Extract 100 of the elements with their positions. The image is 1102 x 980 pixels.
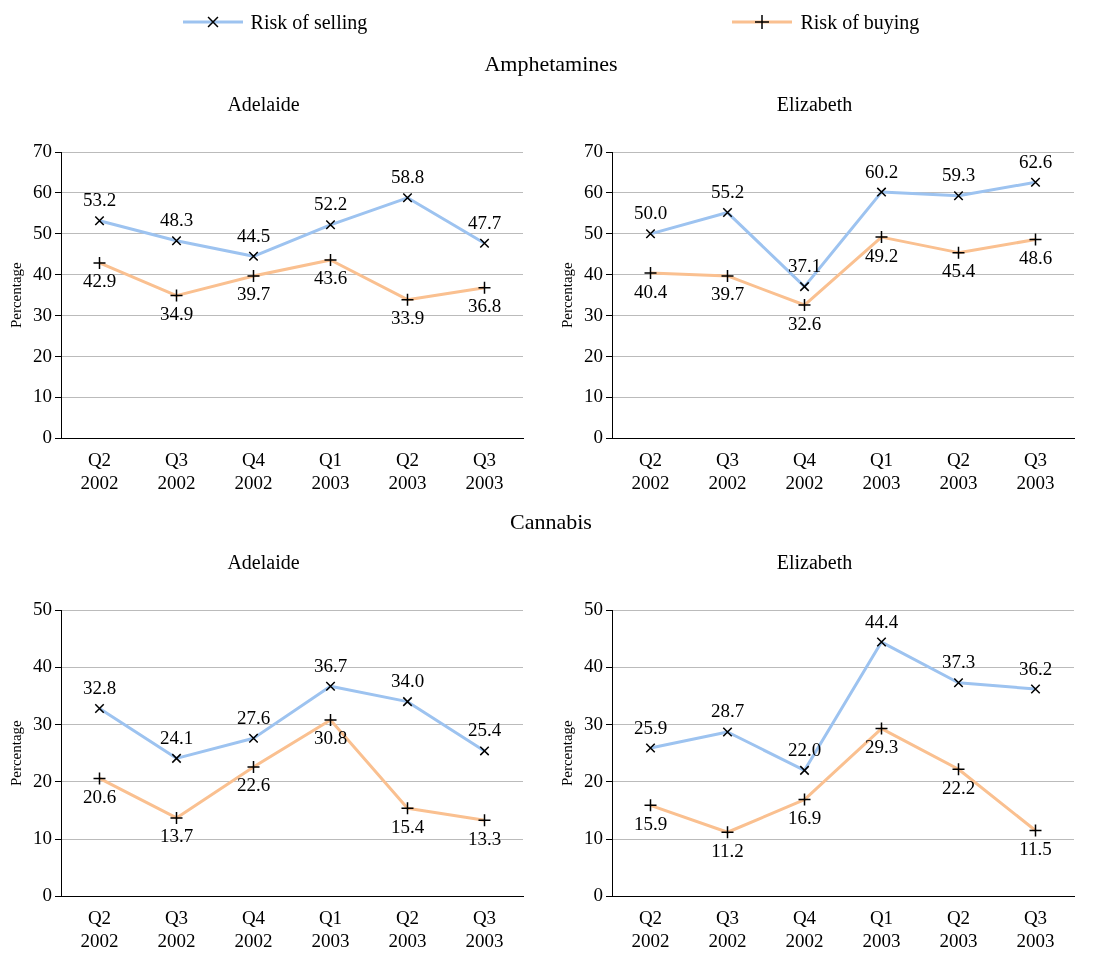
y-tick-label: 20 [584, 769, 603, 791]
data-label: 58.8 [390, 166, 425, 188]
chart-subtitle: Cannabis [509, 508, 593, 536]
x-tick-label: Q3 2002 [157, 906, 196, 951]
y-tick-label: 50 [584, 597, 603, 619]
data-label: 22.0 [787, 738, 822, 760]
y-tick-label: 20 [33, 344, 52, 366]
y-tick-label: 40 [33, 655, 52, 677]
y-tick-label: 50 [33, 597, 52, 619]
data-label: 37.1 [787, 255, 822, 277]
data-label: 55.2 [710, 181, 745, 203]
x-tick-label: Q3 2002 [157, 448, 196, 493]
x-tick-label: Q2 2003 [388, 906, 427, 951]
y-axis-title: Percentage [7, 719, 24, 787]
y-tick-label: 60 [33, 180, 52, 202]
data-label: 52.2 [313, 193, 348, 215]
y-tick-label: 10 [584, 385, 603, 407]
data-label: 16.9 [787, 807, 822, 829]
y-tick-label: 20 [33, 769, 52, 791]
x-tick-label: Q2 2002 [631, 448, 670, 493]
data-label: 62.6 [1018, 150, 1053, 172]
x-tick-label: Q3 2003 [465, 448, 504, 493]
y-tick-label: 30 [584, 303, 603, 325]
data-label: 28.7 [710, 700, 745, 722]
data-label: 48.3 [159, 209, 194, 231]
x-tick-label: Q4 2002 [785, 906, 824, 951]
y-tick-label: 10 [584, 827, 603, 849]
data-label: 24.1 [159, 726, 194, 748]
data-label: 36.8 [467, 295, 502, 317]
data-label: 40.4 [633, 280, 668, 302]
x-tick-label: Q2 2003 [939, 448, 978, 493]
data-label: 34.9 [159, 303, 194, 325]
data-label: 32.6 [787, 312, 822, 334]
data-label: 32.8 [82, 677, 117, 699]
x-tick-label: Q3 2002 [708, 448, 747, 493]
data-label: 48.6 [1018, 247, 1053, 269]
y-tick-label: 50 [33, 221, 52, 243]
data-label: 47.7 [467, 211, 502, 233]
data-label: 33.9 [390, 307, 425, 329]
data-label: 22.2 [941, 776, 976, 798]
data-label: 59.3 [941, 164, 976, 186]
x-tick-label: Q2 2003 [939, 906, 978, 951]
data-label: 30.8 [313, 727, 348, 749]
y-tick-label: 20 [584, 344, 603, 366]
data-label: 25.9 [633, 716, 668, 738]
data-label: 29.3 [864, 736, 899, 758]
x-tick-label: Q1 2003 [311, 448, 350, 493]
data-label: 53.2 [82, 189, 117, 211]
data-label: 45.4 [941, 260, 976, 282]
data-label: 50.0 [633, 202, 668, 224]
y-tick-label: 0 [42, 884, 52, 906]
y-tick-label: 10 [33, 827, 52, 849]
data-label: 44.4 [864, 610, 899, 632]
data-label: 60.2 [864, 160, 899, 182]
data-label: 39.7 [236, 283, 271, 305]
chart-title: Adelaide [227, 551, 300, 574]
data-label: 43.6 [313, 267, 348, 289]
data-label: 11.5 [1019, 838, 1052, 860]
data-label: 22.6 [236, 774, 271, 796]
x-tick-label: Q2 2002 [631, 906, 670, 951]
x-tick-label: Q3 2003 [1016, 448, 1055, 493]
y-tick-label: 30 [584, 712, 603, 734]
y-tick-label: 40 [33, 262, 52, 284]
chart-subtitle: Amphetamines [483, 50, 619, 78]
y-tick-label: 30 [33, 303, 52, 325]
y-tick-label: 40 [584, 262, 603, 284]
y-tick-label: 50 [584, 221, 603, 243]
data-label: 20.6 [82, 785, 117, 807]
y-tick-label: 40 [584, 655, 603, 677]
data-label: 36.7 [313, 654, 348, 676]
legend-label: Risk of buying [800, 10, 920, 34]
data-label: 13.3 [467, 827, 502, 849]
chart-title: Elizabeth [776, 551, 853, 574]
x-tick-label: Q2 2002 [80, 448, 119, 493]
data-label: 36.2 [1018, 657, 1053, 679]
x-tick-label: Q1 2003 [862, 906, 901, 951]
data-label: 44.5 [236, 224, 271, 246]
legend-label: Risk of selling [250, 10, 368, 34]
data-label: 15.4 [390, 815, 425, 837]
y-tick-label: 0 [593, 884, 603, 906]
x-tick-label: Q3 2003 [465, 906, 504, 951]
x-tick-label: Q4 2002 [234, 448, 273, 493]
data-label: 15.9 [633, 812, 668, 834]
x-tick-label: Q1 2003 [311, 906, 350, 951]
y-tick-label: 10 [33, 385, 52, 407]
data-label: 42.9 [82, 270, 117, 292]
data-label: 34.0 [390, 670, 425, 692]
y-tick-label: 70 [584, 139, 603, 161]
y-tick-label: 70 [33, 139, 52, 161]
data-label: 37.3 [941, 651, 976, 673]
y-tick-label: 0 [593, 426, 603, 448]
data-label: 25.4 [467, 719, 502, 741]
data-label: 49.2 [864, 244, 899, 266]
chart-title: Adelaide [227, 93, 300, 116]
y-axis-title: Percentage [558, 719, 575, 787]
y-tick-label: 0 [42, 426, 52, 448]
x-tick-label: Q3 2002 [708, 906, 747, 951]
data-label: 13.7 [159, 825, 194, 847]
y-tick-label: 30 [33, 712, 52, 734]
x-tick-label: Q4 2002 [785, 448, 824, 493]
